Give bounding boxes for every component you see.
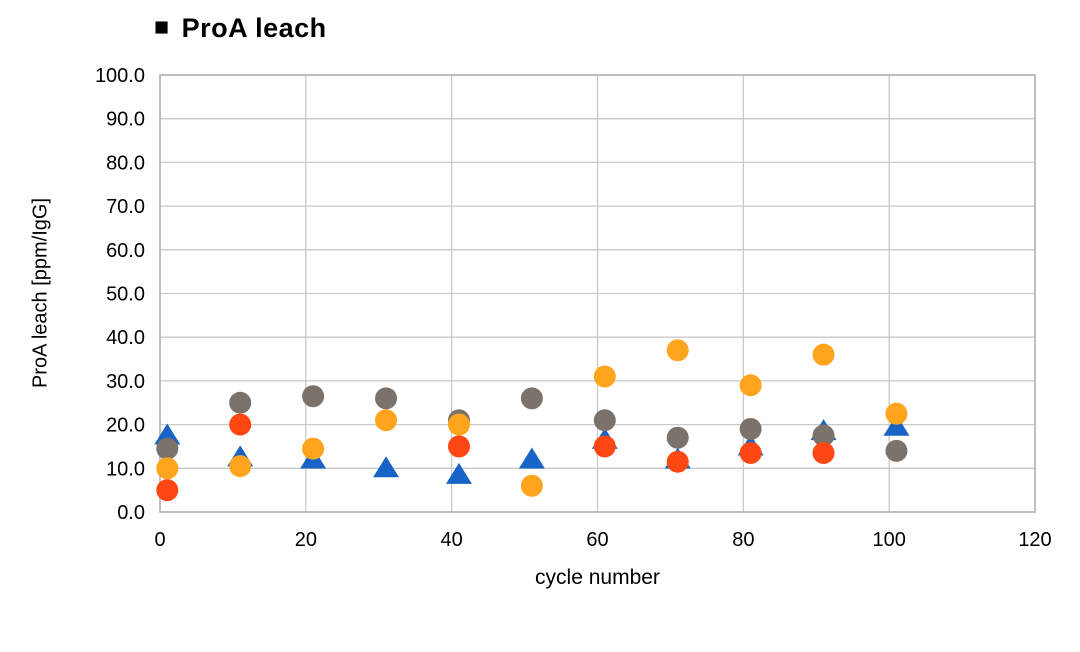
y-tick-label: 10.0 bbox=[106, 458, 145, 480]
y-tick-label: 90.0 bbox=[106, 109, 145, 131]
y-tick-label: 30.0 bbox=[106, 371, 145, 393]
data-point-yellow-circle bbox=[156, 457, 179, 480]
y-tick-label: 40.0 bbox=[106, 327, 145, 349]
data-point-gray-circle bbox=[739, 417, 762, 440]
title-square-bullet-icon: ■ bbox=[154, 13, 170, 41]
data-point-yellow-circle bbox=[375, 409, 398, 432]
data-point-red-circle bbox=[593, 435, 616, 458]
y-tick-label: 100.0 bbox=[95, 65, 145, 87]
data-point-gray-circle bbox=[885, 439, 908, 462]
chart-title: ■ ProA leach bbox=[154, 13, 327, 44]
chart-title-text: ProA leach bbox=[181, 13, 327, 43]
data-point-yellow-circle bbox=[447, 413, 470, 436]
data-point-gray-circle bbox=[375, 387, 398, 410]
data-point-yellow-circle bbox=[739, 374, 762, 397]
x-tick-label: 100 bbox=[872, 529, 905, 551]
x-tick-label: 20 bbox=[295, 529, 317, 551]
y-tick-label: 50.0 bbox=[106, 284, 145, 306]
plot-border bbox=[159, 74, 1036, 513]
y-tick-label: 80.0 bbox=[106, 152, 145, 174]
y-tick-label: 20.0 bbox=[106, 415, 145, 437]
data-point-red-circle bbox=[666, 450, 689, 473]
data-point-red-circle bbox=[156, 479, 179, 502]
data-point-yellow-circle bbox=[885, 402, 908, 425]
data-point-gray-circle bbox=[229, 391, 252, 414]
data-point-yellow-circle bbox=[302, 437, 325, 460]
data-point-yellow-circle bbox=[593, 365, 616, 388]
data-point-gray-circle bbox=[156, 437, 179, 460]
data-point-red-circle bbox=[812, 442, 835, 465]
data-point-yellow-circle bbox=[520, 474, 543, 497]
data-point-blue-triangle bbox=[445, 462, 472, 484]
x-tick-label: 60 bbox=[586, 529, 608, 551]
data-point-blue-triangle bbox=[883, 414, 910, 436]
data-point-red-circle bbox=[229, 413, 252, 436]
data-point-gray-circle bbox=[666, 426, 689, 449]
data-point-gray-circle bbox=[812, 424, 835, 447]
x-tick-label: 0 bbox=[154, 529, 165, 551]
data-point-yellow-circle bbox=[229, 455, 252, 478]
x-tick-label: 80 bbox=[732, 529, 754, 551]
data-point-yellow-circle bbox=[666, 339, 689, 362]
y-tick-label: 60.0 bbox=[106, 240, 145, 262]
x-axis-title: cycle number bbox=[535, 566, 660, 589]
data-point-blue-triangle bbox=[373, 456, 400, 478]
x-tick-label: 120 bbox=[1018, 529, 1051, 551]
data-point-gray-circle bbox=[593, 409, 616, 432]
y-tick-label: 70.0 bbox=[106, 196, 145, 218]
y-tick-label: 0.0 bbox=[117, 502, 145, 524]
data-point-blue-triangle bbox=[518, 447, 545, 469]
data-point-yellow-circle bbox=[812, 343, 835, 366]
data-point-blue-triangle bbox=[154, 423, 181, 445]
data-point-gray-circle bbox=[520, 387, 543, 410]
data-point-red-circle bbox=[739, 442, 762, 465]
data-point-gray-circle bbox=[302, 385, 325, 408]
data-point-red-circle bbox=[447, 435, 470, 458]
x-tick-label: 40 bbox=[441, 529, 463, 551]
